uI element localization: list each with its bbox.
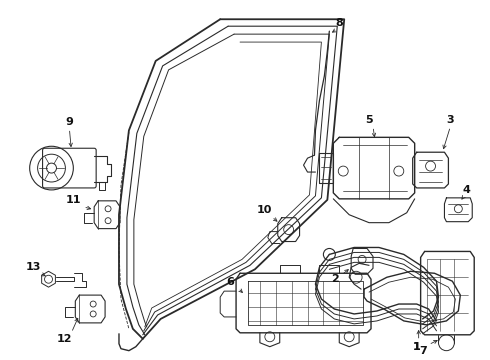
- Text: 1: 1: [413, 342, 420, 352]
- Text: 1: 1: [413, 342, 420, 352]
- Text: 3: 3: [446, 116, 454, 126]
- Text: 10: 10: [257, 205, 272, 215]
- Text: 12: 12: [57, 334, 72, 344]
- Text: 6: 6: [226, 277, 234, 287]
- Text: 13: 13: [26, 262, 41, 272]
- Text: 11: 11: [66, 195, 81, 205]
- Text: 8: 8: [335, 18, 343, 28]
- Text: 5: 5: [365, 116, 373, 126]
- Text: 2: 2: [331, 274, 339, 284]
- Text: 4: 4: [463, 185, 470, 195]
- Text: 7: 7: [420, 346, 427, 356]
- Text: 9: 9: [66, 117, 74, 127]
